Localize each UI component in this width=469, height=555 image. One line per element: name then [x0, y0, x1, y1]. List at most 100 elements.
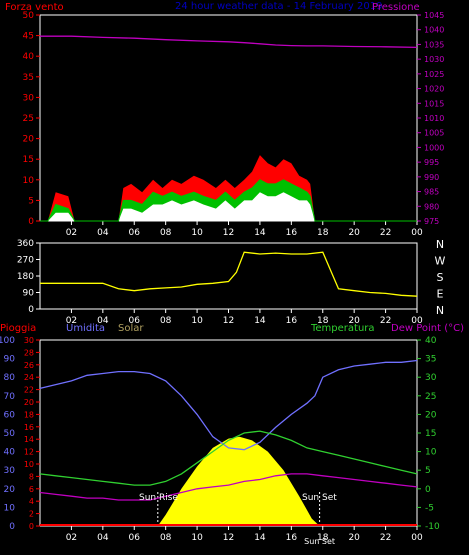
humidity-y-tick-label: 60 — [4, 410, 16, 420]
humidity-y-tick-label: 10 — [4, 503, 16, 513]
direction-x-tick-label: 14 — [254, 316, 266, 326]
compass-label: S — [437, 271, 444, 284]
temp-y-tick-label: -10 — [425, 522, 440, 532]
pressure-y-tick-label: 1020 — [424, 85, 444, 94]
thermo-x-tick-label: 22 — [380, 533, 391, 543]
thermo-x-tick-label: 16 — [286, 533, 298, 543]
temperature-line — [39, 430, 418, 486]
wind-y-tick-label: 35 — [23, 73, 34, 83]
wind-x-tick-label: 06 — [129, 228, 141, 238]
wind-average-line — [40, 179, 417, 222]
direction-x-tick-label: 06 — [129, 316, 141, 326]
direction-x-tick-label: 18 — [317, 316, 329, 326]
pressure-y-tick-label: 1000 — [424, 143, 444, 152]
wind-y-tick-label: 0 — [28, 217, 34, 227]
wind-y-tick-label: 30 — [23, 93, 35, 103]
wind-y-tick-label: 45 — [23, 32, 34, 42]
sunrise-label: Sun Rise — [139, 493, 178, 503]
rain-y-tick-label: 12 — [24, 448, 34, 457]
pressure-line — [40, 35, 418, 49]
rain-y-tick-label: 30 — [24, 336, 34, 345]
pressure-label: Pressione — [372, 2, 420, 13]
pressure-y-tick-label: 1005 — [424, 129, 444, 138]
thermo-x-tick-label: 10 — [191, 533, 203, 543]
sunset-time-marker-label: Sun Set — [304, 537, 335, 546]
direction-x-tick-label: 16 — [286, 316, 298, 326]
wind-direction-line — [40, 251, 418, 297]
humidity-y-tick-label: 90 — [4, 355, 16, 365]
temp-y-tick-label: 35 — [425, 355, 436, 365]
humidity-y-tick-label: 50 — [4, 429, 16, 439]
direction-x-tick-label: 10 — [191, 316, 203, 326]
direction-x-tick-label: 22 — [380, 316, 391, 326]
rain-y-tick-label: 26 — [24, 361, 34, 370]
pressure-y-tick-label: 1040 — [424, 26, 444, 35]
rain-y-tick-label: 2 — [29, 510, 34, 519]
dewpoint-label: Dew Point (°C) — [391, 323, 464, 334]
rain-y-tick-label: 28 — [24, 348, 34, 357]
wind-x-tick-label: 20 — [348, 228, 360, 238]
temp-y-tick-label: 25 — [425, 392, 436, 402]
pressure-y-tick-label: 1045 — [424, 11, 444, 20]
temp-y-tick-label: 10 — [425, 448, 437, 458]
temp-y-tick-label: 15 — [425, 429, 436, 439]
wind-y-tick-label: 5 — [28, 196, 34, 206]
wind-speed-area — [40, 192, 417, 221]
wind-x-tick-label: 12 — [223, 228, 234, 238]
temp-y-tick-label: 40 — [425, 336, 437, 346]
thermo-x-tick-label: 00 — [411, 533, 423, 543]
pressure-y-tick-label: 985 — [424, 188, 439, 197]
rain-y-tick-label: 6 — [29, 485, 34, 494]
humidity-y-tick-label: 100 — [0, 336, 15, 346]
direction-x-tick-label: 02 — [66, 316, 77, 326]
chart-title: 24 hour weather data - 14 February 2019 — [175, 1, 382, 12]
wind-x-tick-label: 00 — [411, 228, 423, 238]
solar-area — [157, 436, 320, 526]
compass-label: N — [436, 304, 444, 317]
pressure-y-tick-label: 990 — [424, 173, 439, 182]
humidity-y-tick-label: 0 — [9, 522, 15, 532]
pressure-y-tick-label: 1010 — [424, 114, 444, 123]
rain-y-tick-label: 8 — [29, 472, 34, 481]
wind-x-tick-label: 18 — [317, 228, 329, 238]
rain-y-tick-label: 14 — [24, 435, 34, 444]
wind-y-tick-label: 15 — [23, 155, 34, 165]
direction-y-tick-label: 360 — [17, 239, 34, 249]
wind-y-tick-label: 20 — [23, 135, 35, 145]
rain-y-tick-label: 20 — [24, 398, 34, 407]
wind-x-tick-label: 10 — [191, 228, 203, 238]
humidity-y-tick-label: 40 — [4, 448, 16, 458]
humidity-y-tick-label: 70 — [4, 392, 16, 402]
wind-label: Forza vento — [5, 2, 64, 13]
temp-y-tick-label: 5 — [425, 466, 431, 476]
direction-x-tick-label: 12 — [223, 316, 234, 326]
compass-label: E — [437, 288, 444, 301]
direction-x-tick-label: 08 — [160, 316, 172, 326]
rain-label: Pioggia — [0, 323, 36, 334]
pressure-y-tick-label: 980 — [424, 202, 439, 211]
humidity-y-tick-label: 80 — [4, 373, 16, 383]
thermo-x-tick-label: 04 — [97, 533, 109, 543]
rain-y-tick-label: 10 — [24, 460, 34, 469]
pressure-y-tick-label: 1035 — [424, 40, 444, 49]
thermo-x-tick-label: 14 — [254, 533, 266, 543]
rain-y-tick-label: 4 — [29, 497, 34, 506]
direction-x-tick-label: 04 — [97, 316, 109, 326]
pressure-y-tick-label: 1025 — [424, 70, 444, 79]
wind-x-tick-label: 08 — [160, 228, 172, 238]
rain-y-tick-label: 0 — [29, 522, 34, 531]
thermo-x-tick-label: 12 — [223, 533, 234, 543]
humidity-label: Umidita — [66, 323, 105, 334]
direction-panel-frame — [39, 242, 418, 310]
temp-y-tick-label: 30 — [425, 373, 437, 383]
humidity-y-tick-label: 30 — [4, 466, 16, 476]
sunset-label: Sun Set — [302, 493, 337, 503]
pressure-y-tick-label: 1015 — [424, 99, 444, 108]
direction-y-tick-label: 180 — [17, 272, 34, 282]
wind-y-tick-label: 25 — [23, 114, 34, 124]
compass-label: W — [435, 255, 446, 268]
wind-x-tick-label: 14 — [254, 228, 266, 238]
wind-y-tick-label: 40 — [23, 52, 35, 62]
